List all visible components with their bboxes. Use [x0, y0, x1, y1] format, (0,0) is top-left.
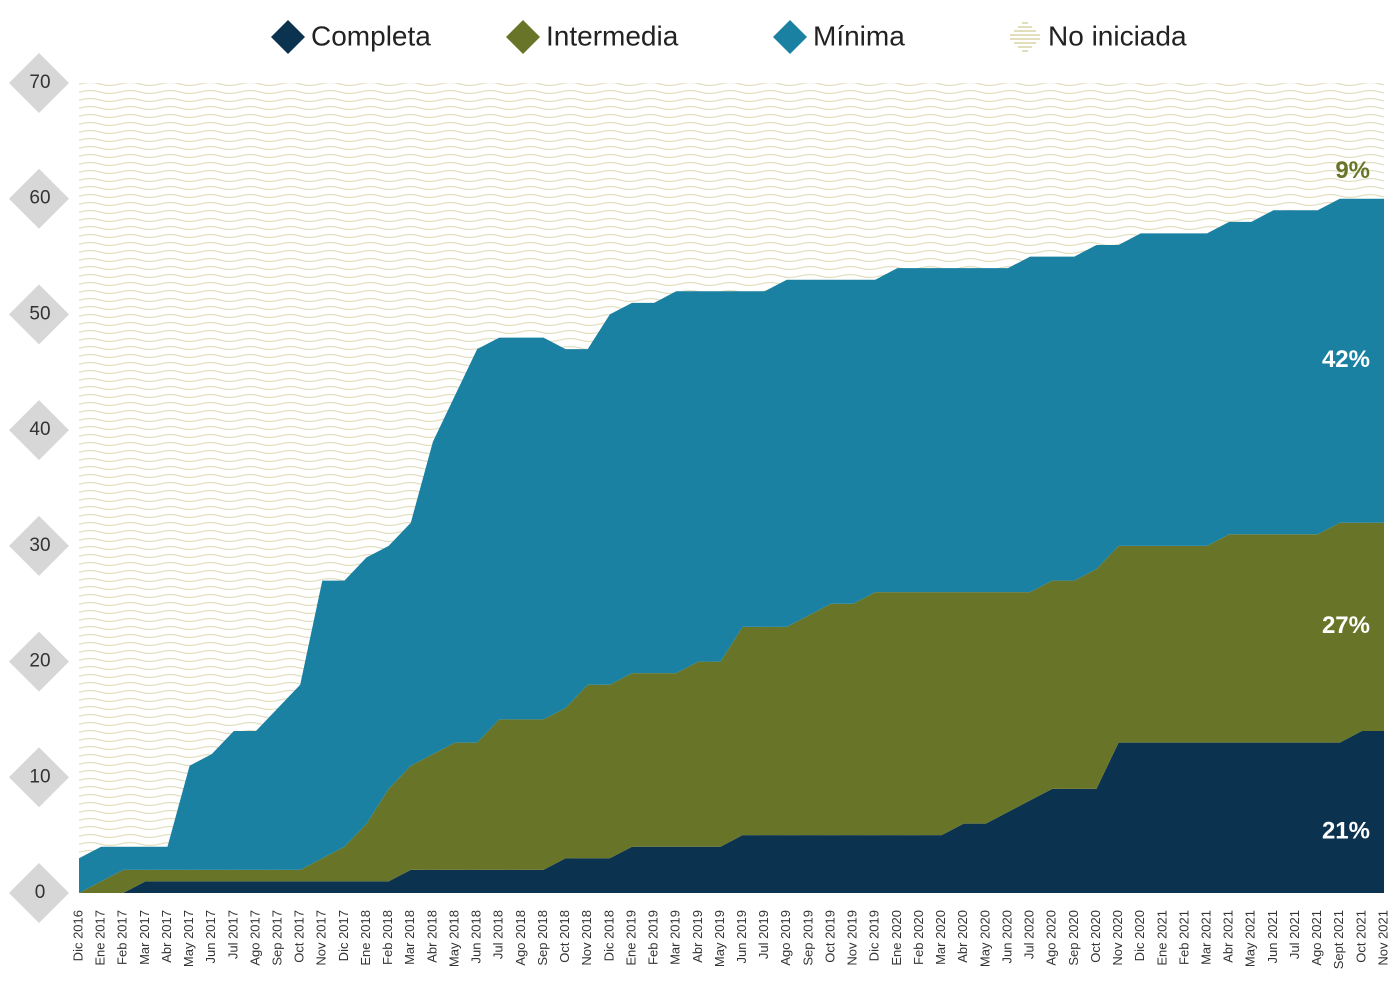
x-tick-label: Jul 2018	[491, 910, 506, 959]
legend-marker	[1008, 20, 1042, 54]
x-tick-label: Oct 2019	[822, 910, 837, 963]
y-tick-label: 50	[29, 303, 50, 324]
y-tick-label: 20	[29, 651, 50, 672]
x-tick-label: Nov 2020	[1110, 910, 1125, 966]
x-tick-label: May 2020	[977, 910, 992, 967]
y-tick-label: 60	[29, 188, 50, 209]
x-tick-label: Sep 2017	[270, 910, 285, 966]
x-tick-label: Abr 2018	[424, 910, 439, 963]
legend: Completa Intermedia Mínima No iniciada	[271, 20, 1187, 54]
x-tick-label: Feb 2019	[646, 910, 661, 965]
x-tick-label: Mar 2019	[668, 910, 683, 965]
x-tick-label: Abr 2021	[1221, 910, 1236, 963]
y-tick-label: 10	[29, 766, 50, 787]
x-tick-label: Sep 2018	[535, 910, 550, 966]
y-tick-label: 30	[29, 535, 50, 556]
x-tick-label: Abr 2017	[159, 910, 174, 963]
y-tick-label: 40	[29, 419, 50, 440]
area-0	[79, 731, 1384, 893]
x-tick-label: Nov 2021	[1375, 910, 1390, 966]
x-tick-label: Feb 2021	[1176, 910, 1191, 965]
x-tick-label: May 2019	[712, 910, 727, 967]
x-tick-label: Mar 2021	[1198, 910, 1213, 965]
x-tick-label: May 2018	[446, 910, 461, 967]
y-tick-diamond	[9, 631, 69, 692]
annotation: 27%	[1322, 612, 1370, 639]
y-tick-diamond	[9, 863, 69, 923]
x-tick-label: Dic 2018	[601, 910, 616, 961]
y-tick-diamond	[9, 400, 69, 461]
x-tick-label: Oct 2017	[292, 910, 307, 963]
x-tick-label: Jun 2019	[734, 910, 749, 964]
legend-marker	[271, 20, 305, 54]
x-tick-label: Jul 2021	[1287, 910, 1302, 959]
x-tick-label: Ago 2019	[778, 910, 793, 966]
x-tick-label: Ene 2020	[889, 910, 904, 966]
annotation: 21%	[1322, 817, 1370, 844]
x-tick-label: Dic 2019	[867, 910, 882, 961]
x-tick-label: Nov 2018	[579, 910, 594, 966]
annotation: 42%	[1322, 346, 1370, 373]
x-tick-label: Ago 2017	[247, 910, 262, 966]
x-tick-label: Jul 2020	[1022, 910, 1037, 959]
x-tick-label: Mar 2018	[402, 910, 417, 965]
y-tick-diamond	[9, 515, 69, 576]
legend-label: No iniciada	[1048, 20, 1187, 51]
x-tick-label: Abr 2019	[690, 910, 705, 963]
x-tick-label: Nov 2017	[314, 910, 329, 966]
x-tick-label: Ago 2020	[1044, 910, 1059, 966]
legend-label: Intermedia	[546, 20, 679, 51]
x-tick-label: Abr 2020	[955, 910, 970, 963]
annotation: 9%	[1335, 157, 1370, 184]
x-tick-label: Ene 2018	[358, 910, 373, 966]
x-tick-label: Jun 2021	[1265, 910, 1280, 964]
x-tick-label: May 2017	[181, 910, 196, 967]
x-tick-label: Sep 2020	[1066, 910, 1081, 966]
x-tick-label: Feb 2018	[380, 910, 395, 965]
x-tick-label: Ene 2017	[93, 910, 108, 966]
y-tick-diamond	[9, 53, 69, 113]
x-tick-label: Dic 2017	[336, 910, 351, 961]
x-tick-label: Mar 2017	[137, 910, 152, 965]
y-tick-diamond	[9, 284, 69, 345]
x-tick-label: Ago 2021	[1309, 910, 1324, 966]
y-tick-diamond	[9, 168, 69, 229]
x-tick-label: Sep 2019	[800, 910, 815, 966]
x-tick-label: Dic 2020	[1132, 910, 1147, 961]
x-tick-label: Jul 2017	[225, 910, 240, 959]
x-tick-label: Dic 2016	[70, 910, 85, 961]
x-tick-label: Ene 2021	[1154, 910, 1169, 966]
y-tick-label: 0	[35, 882, 46, 903]
y-tick-diamond	[9, 747, 69, 808]
x-tick-label: Ago 2018	[513, 910, 528, 966]
x-tick-label: Jun 2020	[999, 910, 1014, 964]
x-tick-label: Feb 2017	[115, 910, 130, 965]
x-tick-label: Jun 2018	[469, 910, 484, 964]
x-tick-label: Oct 2021	[1353, 910, 1368, 963]
x-tick-label: Ene 2019	[623, 910, 638, 966]
x-tick-label: Oct 2020	[1088, 910, 1103, 963]
area-1	[79, 522, 1384, 893]
x-tick-label: Sept 2021	[1331, 910, 1346, 969]
area-2	[79, 198, 1384, 893]
x-tick-label: Feb 2020	[911, 910, 926, 965]
x-tick-label: Jul 2019	[756, 910, 771, 959]
x-tick-label: Oct 2018	[557, 910, 572, 963]
x-tick-label: May 2021	[1243, 910, 1258, 967]
legend-label: Mínima	[813, 20, 905, 51]
legend-marker	[773, 20, 807, 54]
legend-label: Completa	[311, 20, 431, 51]
x-tick-label: Nov 2019	[845, 910, 860, 966]
x-tick-label: Mar 2020	[933, 910, 948, 965]
y-tick-label: 70	[29, 72, 50, 93]
x-tick-label: Jun 2017	[203, 910, 218, 964]
legend-marker	[506, 20, 540, 54]
